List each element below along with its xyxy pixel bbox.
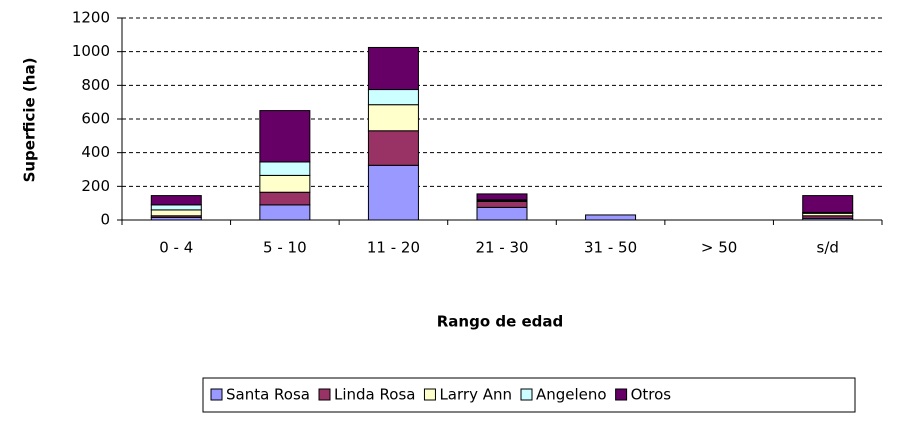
x-tick-label: 5 - 10 [263, 239, 307, 257]
bar-segment [367, 89, 419, 106]
y-tick-label: 200 [81, 177, 110, 195]
legend-swatch [423, 388, 436, 401]
x-tick-label: 11 - 20 [367, 239, 420, 257]
legend-swatch [615, 388, 628, 401]
y-axis-label: Superficie (ha) [21, 58, 39, 183]
x-tick-label: > 50 [701, 239, 737, 257]
legend-label: Linda Rosa [334, 386, 415, 404]
x-tick-label: 21 - 30 [475, 239, 528, 257]
bar-segment [150, 209, 202, 217]
legend-swatch [520, 388, 533, 401]
legend-swatch [318, 388, 331, 401]
x-tick-label: s/d [817, 239, 839, 257]
bar-segment [367, 164, 419, 221]
bar-segment [367, 46, 419, 91]
bar-segment [476, 193, 528, 201]
x-tick-label: 0 - 4 [159, 239, 193, 257]
legend-label: Santa Rosa [226, 386, 310, 404]
y-tick-label: 1000 [72, 42, 110, 60]
y-tick-label: 1200 [72, 9, 110, 27]
bar-segment [585, 214, 637, 221]
bar-segment [476, 206, 528, 221]
legend-swatch [210, 388, 223, 401]
bar-segment [259, 204, 311, 221]
x-tick-label: 31 - 50 [584, 239, 637, 257]
y-tick-label: 400 [81, 143, 110, 161]
bar-segment [150, 204, 202, 211]
bar-segment [367, 130, 419, 166]
legend-label: Otros [631, 386, 672, 404]
bar-segment [259, 191, 311, 206]
legend-label: Angeleno [536, 386, 607, 404]
bar-segment [259, 110, 311, 163]
y-tick-label: 0 [100, 211, 110, 229]
x-axis-label: Rango de edad [437, 313, 564, 331]
bar-segment [259, 174, 311, 193]
bar-segment [802, 195, 854, 213]
bar-segment [476, 200, 528, 208]
legend-label: Larry Ann [439, 386, 512, 404]
y-tick-label: 800 [81, 76, 110, 94]
y-tick-label: 600 [81, 110, 110, 128]
bar-segment [259, 161, 311, 176]
bar-segment [150, 195, 202, 206]
bar-segment [367, 104, 419, 132]
